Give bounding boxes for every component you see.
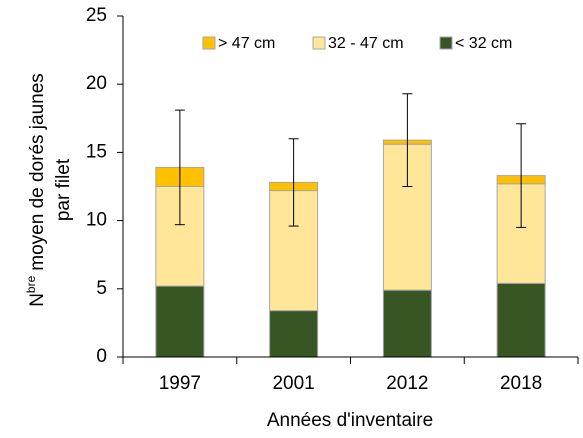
y-label-prefix: N	[27, 293, 48, 307]
y-tick-label: 0	[96, 346, 107, 367]
y-label-superscript: bre	[24, 275, 38, 293]
legend-label: 32 - 47 cm	[328, 35, 404, 52]
x-axis-label: Années d'inventaire	[267, 410, 433, 431]
y-tick-label: 15	[86, 141, 107, 162]
bar-segment	[382, 289, 432, 358]
x-tick-label: 2018	[500, 373, 542, 394]
x-tick-label: 1997	[159, 373, 201, 394]
legend-label: > 47 cm	[218, 35, 275, 52]
y-label-line1: moyen de dorés jaunes	[27, 73, 48, 271]
y-tick-label: 25	[86, 5, 107, 26]
y-tick-label: 5	[96, 278, 107, 299]
y-tick-label: 10	[86, 210, 107, 231]
error-bar	[174, 109, 185, 226]
error-bar	[402, 93, 413, 187]
legend-swatch	[312, 36, 326, 50]
legend-swatch	[202, 36, 216, 50]
x-tick-label: 2012	[386, 373, 428, 394]
y-axis-label-line: Nbre moyen de dorés jaunes	[24, 73, 48, 307]
y-tick-label: 20	[86, 73, 107, 94]
error-bar	[516, 123, 527, 228]
legend-swatch	[439, 36, 453, 50]
legend-label: < 32 cm	[455, 35, 512, 52]
y-axis-label: Nbre moyen de dorés jaunes par filet	[24, 73, 74, 307]
bar-segment	[155, 285, 205, 358]
y-axis-label-line2: par filet	[53, 158, 74, 221]
x-tick-label: 2001	[272, 373, 314, 394]
error-bar	[288, 138, 299, 227]
bar-segment	[496, 282, 546, 358]
bar-segment	[269, 310, 319, 358]
